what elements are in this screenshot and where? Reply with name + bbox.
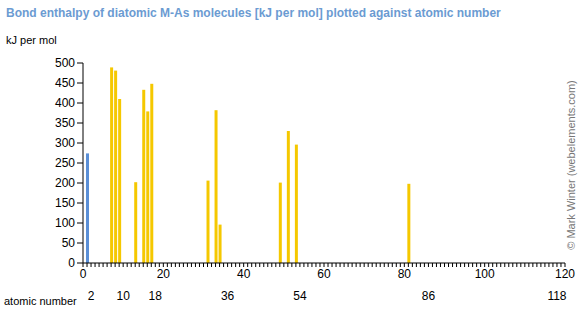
html-text:© Mark Winter (webelements.com: © Mark Winter (webelements.com) (565, 80, 577, 250)
svg-text:120: 120 (555, 267, 572, 281)
svg-text:450: 450 (55, 76, 75, 90)
svg-text:350: 350 (55, 116, 75, 130)
svg-text:0: 0 (68, 256, 75, 270)
html-text:Bond enthalpy of diatomic M-As: Bond enthalpy of diatomic M-As molecules… (6, 6, 501, 20)
svg-text:80: 80 (398, 267, 412, 281)
svg-text:2: 2 (88, 289, 95, 303)
svg-text:60: 60 (317, 267, 331, 281)
svg-text:100: 100 (55, 216, 75, 230)
svg-text:300: 300 (55, 136, 75, 150)
svg-text:400: 400 (55, 96, 75, 110)
svg-text:50: 50 (62, 236, 76, 250)
html-text:kJ per mol: kJ per mol (6, 34, 57, 46)
svg-text:54: 54 (293, 289, 307, 303)
svg-text:0: 0 (80, 267, 87, 281)
svg-text:36: 36 (221, 289, 235, 303)
svg-text:20: 20 (157, 267, 171, 281)
html-text:atomic number: atomic number (4, 295, 77, 307)
svg-text:250: 250 (55, 156, 75, 170)
svg-text:86: 86 (422, 289, 436, 303)
svg-text:150: 150 (55, 196, 75, 210)
svg-text:100: 100 (475, 267, 495, 281)
svg-text:10: 10 (116, 289, 130, 303)
svg-text:40: 40 (237, 267, 251, 281)
svg-text:118: 118 (547, 289, 566, 303)
svg-text:18: 18 (149, 289, 163, 303)
svg-text:200: 200 (55, 176, 75, 190)
svg-text:500: 500 (55, 56, 75, 70)
